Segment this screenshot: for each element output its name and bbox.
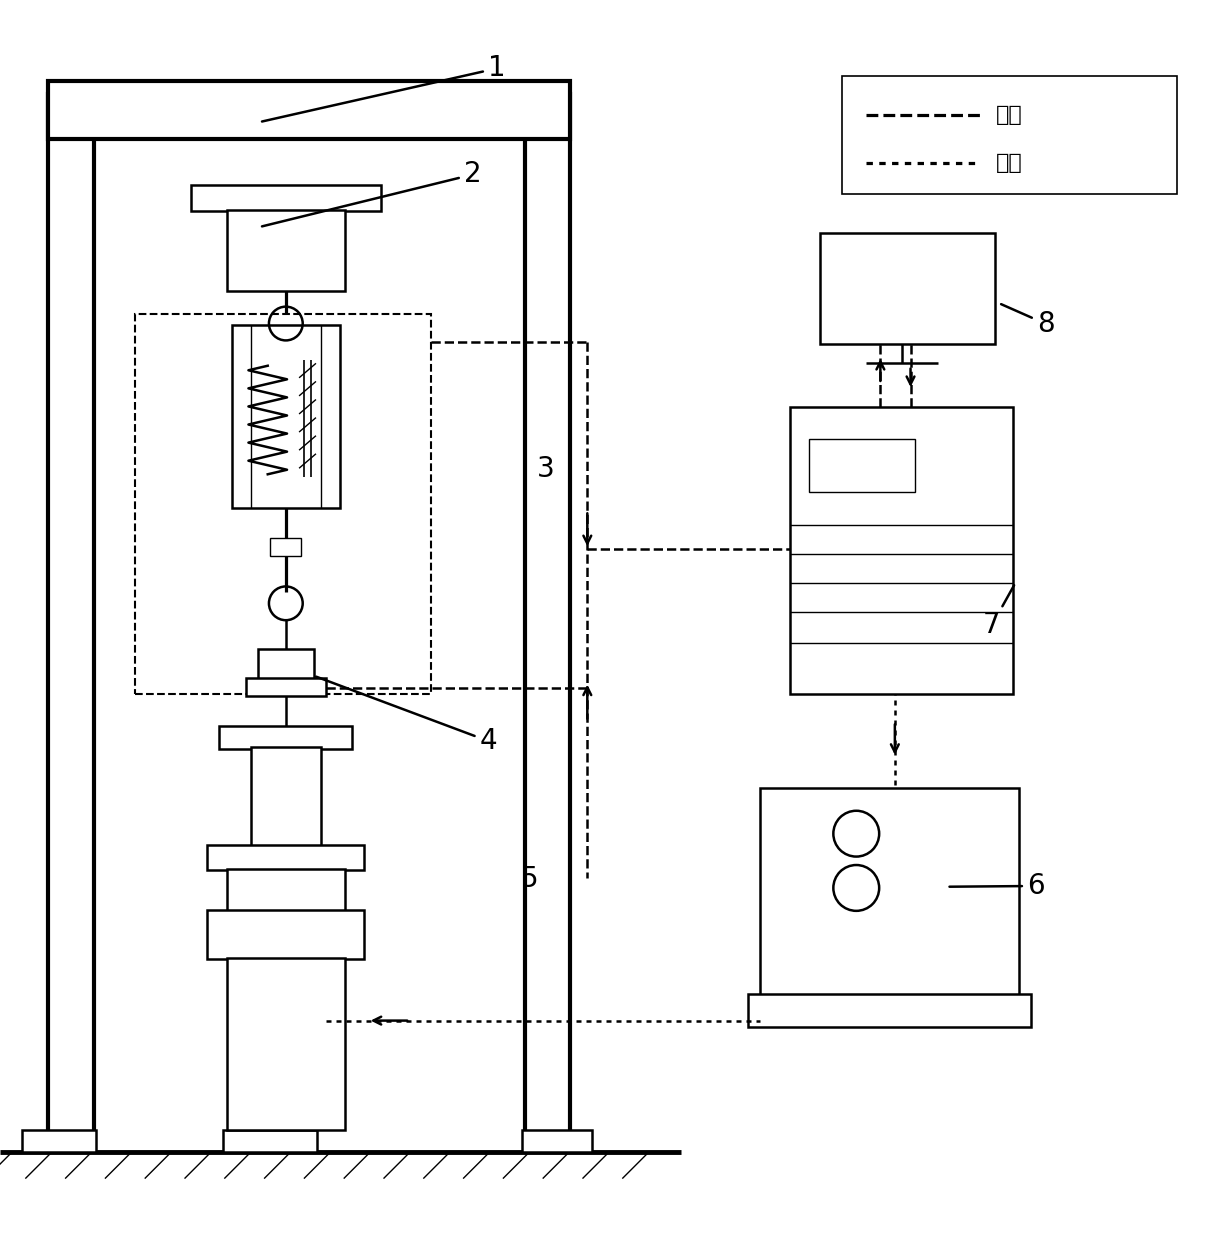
Bar [207, 910, 364, 959]
Text: 4: 4 [316, 677, 498, 755]
Bar [525, 94, 570, 1138]
Bar [223, 1130, 317, 1153]
Bar [219, 727, 352, 749]
Bar [760, 787, 1019, 995]
Bar [191, 184, 381, 212]
Bar [207, 844, 364, 870]
Bar [227, 210, 345, 291]
Bar [48, 82, 570, 139]
Bar [246, 678, 326, 696]
Bar [22, 1130, 96, 1153]
Text: 采集: 采集 [996, 105, 1023, 125]
Text: 3: 3 [537, 454, 555, 483]
Bar [842, 77, 1177, 194]
Bar [227, 958, 345, 1130]
Bar [809, 439, 915, 493]
Text: 2: 2 [262, 161, 482, 227]
Bar [748, 994, 1031, 1026]
Bar [790, 407, 1013, 693]
Bar [522, 1130, 592, 1153]
Bar [135, 314, 431, 693]
Bar [48, 94, 94, 1138]
Text: 8: 8 [1001, 305, 1055, 338]
Text: 5: 5 [521, 864, 539, 893]
Bar [820, 233, 995, 344]
Text: 控制: 控制 [996, 154, 1023, 173]
Bar [258, 649, 314, 680]
Bar [232, 324, 340, 508]
Bar [270, 539, 302, 556]
Bar [227, 869, 345, 911]
Bar [251, 747, 321, 846]
Text: 7: 7 [983, 586, 1014, 640]
Text: 1: 1 [262, 54, 507, 121]
Text: 6: 6 [949, 872, 1046, 900]
